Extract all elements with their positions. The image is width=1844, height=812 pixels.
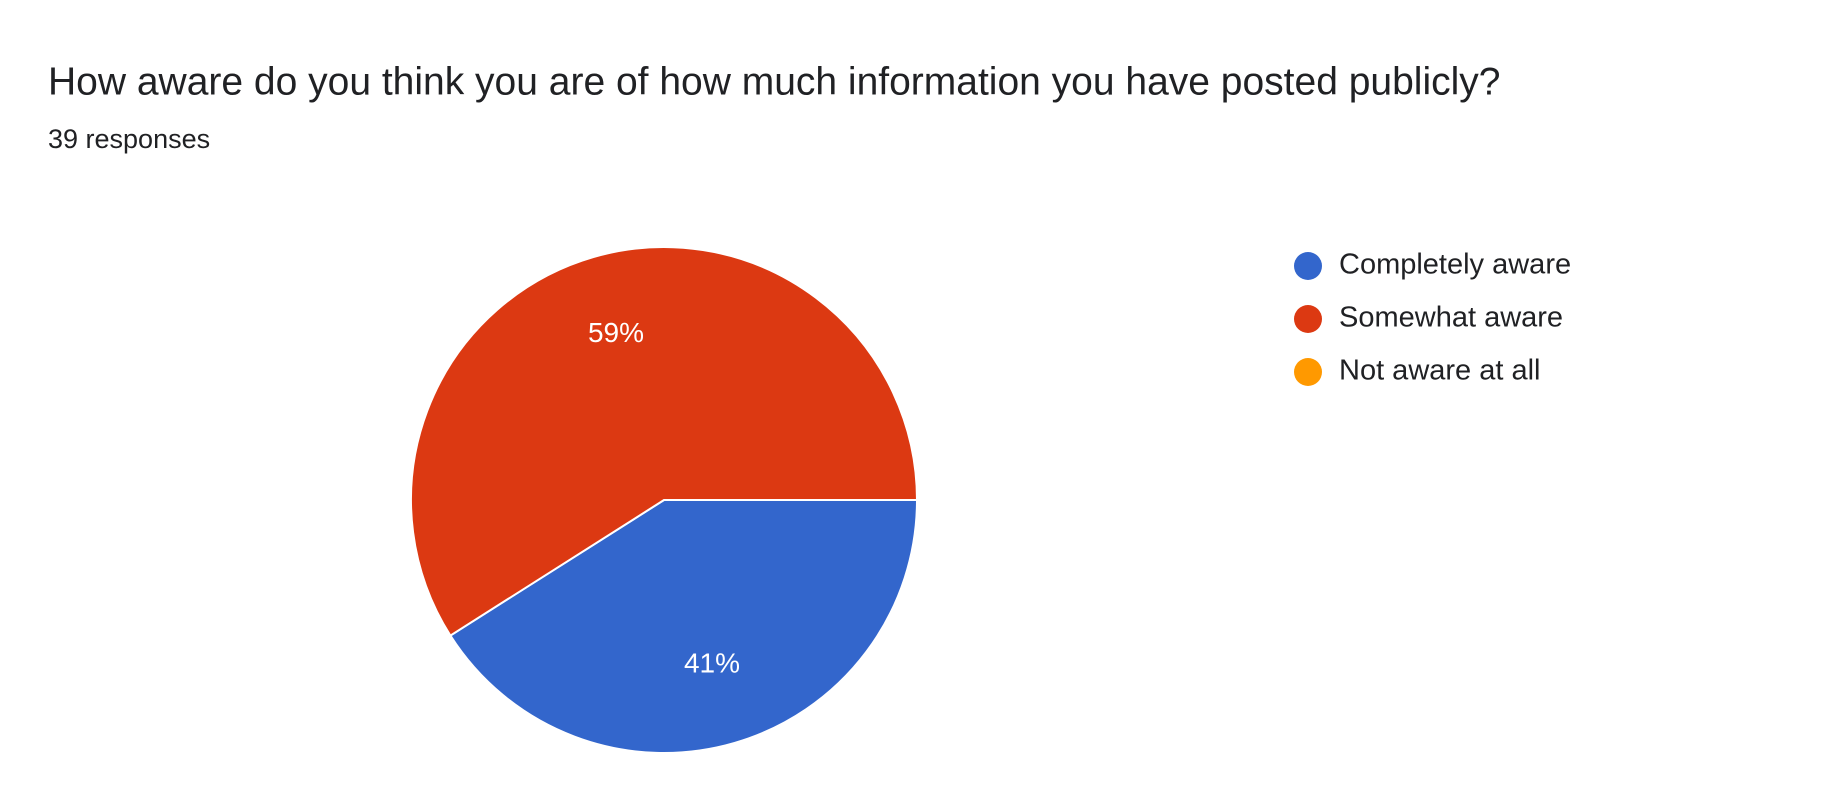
value-label: 41% <box>684 648 740 679</box>
pie-slice <box>410 246 919 637</box>
legend-marker <box>1294 252 1322 280</box>
legend-label: Completely aware <box>1339 249 1571 281</box>
pie-slice <box>449 499 919 754</box>
chart-title: How aware do you think you are of how mu… <box>48 60 1500 103</box>
legend-label: Not aware at all <box>1339 355 1541 387</box>
legend-marker <box>1294 305 1322 333</box>
legend-marker <box>1294 358 1322 386</box>
chart-subtitle: 39 responses <box>48 124 210 154</box>
legend-label: Somewhat aware <box>1339 302 1563 334</box>
value-label: 59% <box>588 317 644 348</box>
